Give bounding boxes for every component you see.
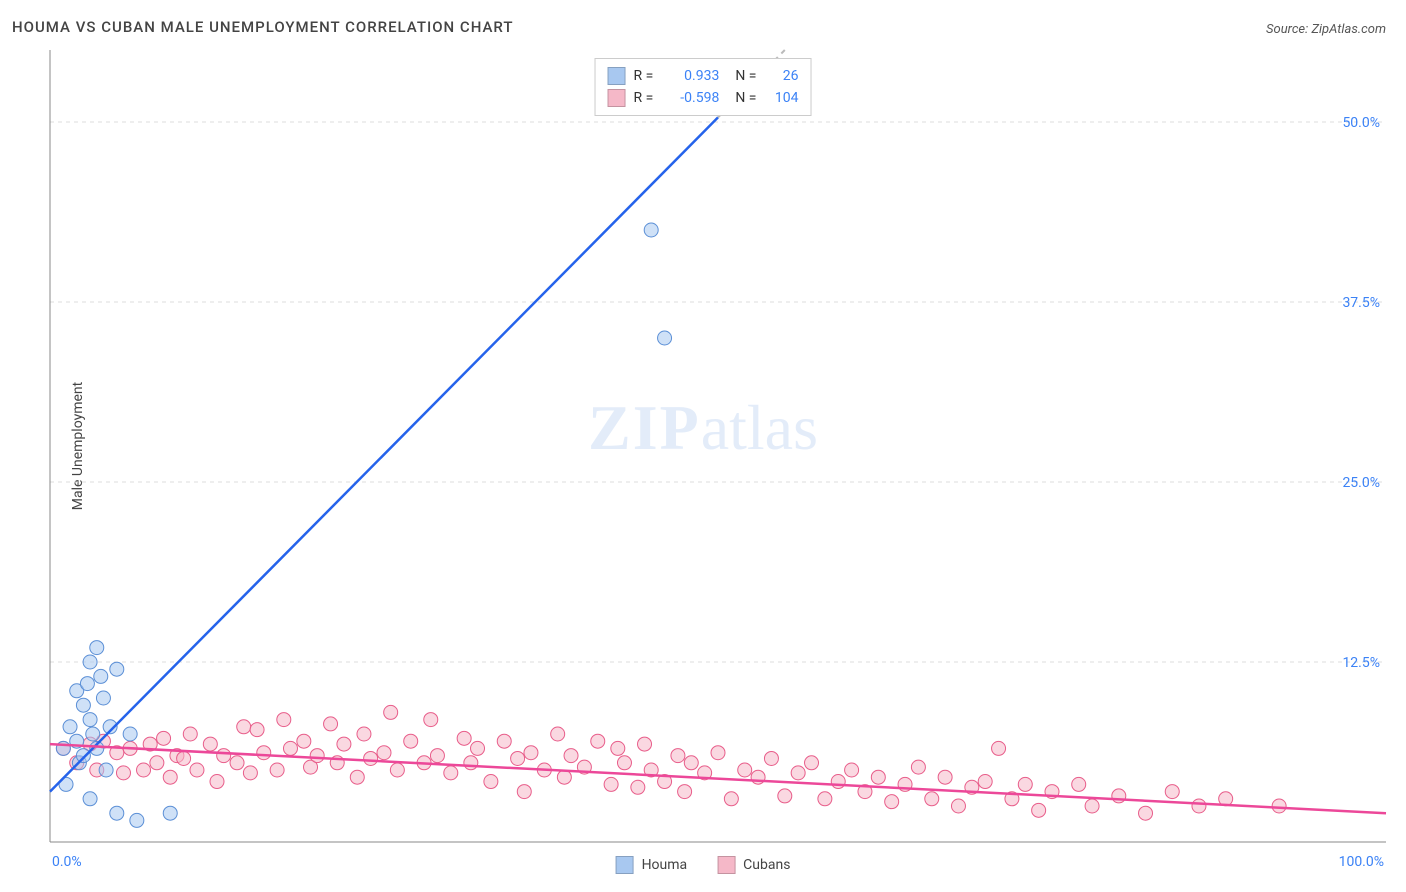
bottom-legend-label-houma: Houma	[642, 857, 688, 873]
n-value-houma: 26	[764, 68, 798, 84]
r-label: R =	[634, 90, 654, 106]
svg-text:37.5%: 37.5%	[1342, 295, 1380, 311]
plot-area: 12.5% 25.0% 37.5% 50.0%	[50, 50, 1386, 842]
chart-svg: 12.5% 25.0% 37.5% 50.0%	[50, 50, 1386, 842]
bottom-legend: Houma Cubans	[616, 856, 791, 874]
bottom-legend-cubans: Cubans	[717, 856, 790, 874]
stats-legend: R = 0.933 N = 26 R = -0.598 N = 104	[595, 58, 812, 116]
stats-swatch-houma	[608, 67, 626, 85]
bottom-legend-label-cubans: Cubans	[743, 857, 790, 873]
chart-title: HOUMA VS CUBAN MALE UNEMPLOYMENT CORRELA…	[12, 18, 514, 36]
r-value-cubans: -0.598	[661, 90, 719, 106]
source-attribution: Source: ZipAtlas.com	[1266, 22, 1386, 37]
stats-swatch-cubans	[608, 89, 626, 107]
bottom-legend-houma: Houma	[616, 856, 688, 874]
stats-legend-row-cubans: R = -0.598 N = 104	[608, 87, 799, 109]
r-value-houma: 0.933	[661, 68, 719, 84]
svg-text:50.0%: 50.0%	[1342, 115, 1380, 131]
source-value: ZipAtlas.com	[1311, 22, 1386, 37]
x-tick-min: 0.0%	[52, 854, 82, 870]
n-label: N =	[735, 90, 756, 106]
n-value-cubans: 104	[764, 90, 798, 106]
stats-legend-row-houma: R = 0.933 N = 26	[608, 65, 799, 87]
n-label: N =	[735, 68, 756, 84]
svg-text:12.5%: 12.5%	[1342, 655, 1380, 671]
x-tick-max: 100.0%	[1339, 854, 1384, 870]
svg-text:25.0%: 25.0%	[1342, 475, 1380, 491]
bottom-swatch-houma	[616, 856, 634, 874]
source-label: Source:	[1266, 22, 1311, 37]
r-label: R =	[634, 68, 654, 84]
bottom-swatch-cubans	[717, 856, 735, 874]
